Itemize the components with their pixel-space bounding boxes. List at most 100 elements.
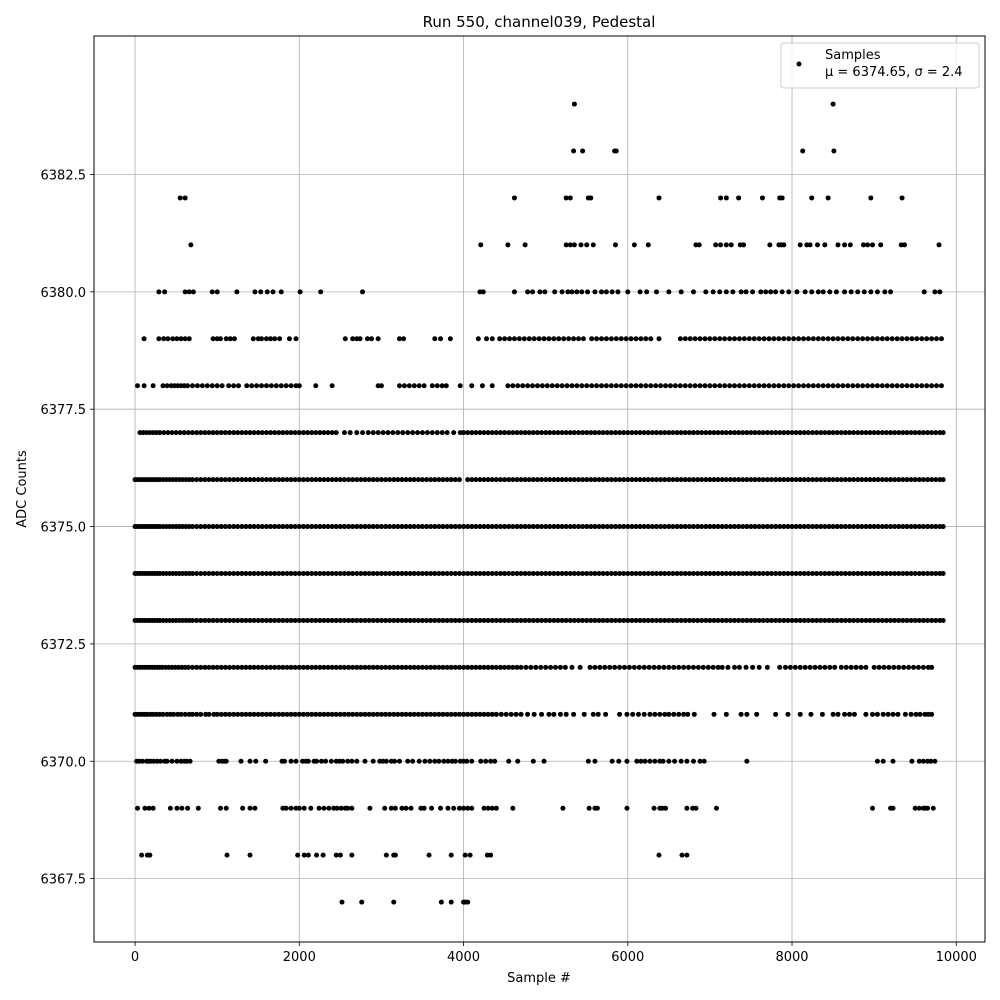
data-point	[909, 758, 915, 764]
data-point	[530, 524, 536, 530]
data-point	[525, 383, 531, 389]
data-point	[465, 711, 471, 717]
data-point	[255, 664, 261, 670]
data-point	[309, 430, 315, 436]
data-point	[834, 524, 840, 530]
data-point	[530, 383, 536, 389]
data-point	[883, 477, 889, 483]
data-point	[222, 664, 228, 670]
data-point	[651, 664, 657, 670]
data-point	[645, 242, 651, 248]
data-point	[448, 617, 454, 623]
data-point	[210, 617, 216, 623]
data-point	[609, 289, 615, 295]
data-point	[432, 336, 438, 342]
data-point	[247, 617, 253, 623]
data-point	[629, 430, 635, 436]
data-point	[916, 430, 922, 436]
data-point	[169, 430, 175, 436]
data-point	[646, 664, 652, 670]
data-point	[276, 524, 282, 530]
data-point	[489, 805, 495, 811]
data-point	[576, 430, 582, 436]
data-point	[746, 336, 752, 342]
data-point	[469, 524, 475, 530]
data-point	[198, 524, 204, 530]
y-tick-label: 6372.5	[41, 638, 87, 653]
data-point	[329, 383, 335, 389]
data-point	[712, 383, 718, 389]
data-point	[936, 242, 942, 248]
x-tick-label: 4000	[447, 950, 480, 965]
data-point	[908, 524, 914, 530]
data-point	[226, 711, 232, 717]
data-point	[756, 570, 762, 576]
data-point	[370, 477, 376, 483]
data-point	[378, 383, 384, 389]
data-point	[592, 617, 598, 623]
data-point	[481, 477, 487, 483]
data-point	[736, 570, 742, 576]
data-point	[506, 758, 512, 764]
data-point	[268, 664, 274, 670]
data-point	[272, 711, 278, 717]
data-point	[268, 617, 274, 623]
data-point	[300, 617, 306, 623]
data-point	[510, 383, 516, 389]
data-point	[785, 711, 791, 717]
data-point	[809, 289, 815, 295]
data-point	[625, 430, 631, 436]
data-point	[259, 430, 265, 436]
data-point	[451, 430, 457, 436]
data-point	[825, 336, 831, 342]
data-point	[736, 430, 742, 436]
data-point	[676, 664, 682, 670]
data-point	[781, 524, 787, 530]
data-point	[309, 524, 315, 530]
data-point	[530, 477, 536, 483]
data-point	[341, 617, 347, 623]
data-point	[642, 758, 648, 764]
data-point	[667, 383, 673, 389]
data-point	[596, 477, 602, 483]
data-point	[571, 711, 577, 717]
data-point	[543, 570, 549, 576]
data-point	[276, 430, 282, 436]
data-point	[478, 242, 484, 248]
data-point	[445, 758, 451, 764]
data-point	[276, 617, 282, 623]
data-point	[547, 570, 553, 576]
data-point	[658, 383, 664, 389]
data-point	[354, 570, 360, 576]
data-point	[485, 477, 491, 483]
data-point	[808, 711, 814, 717]
data-point	[231, 617, 237, 623]
data-point	[617, 524, 623, 530]
data-point	[916, 524, 922, 530]
data-point	[892, 524, 898, 530]
data-point	[314, 758, 320, 764]
data-point	[732, 664, 738, 670]
data-point	[268, 570, 274, 576]
data-point	[253, 758, 259, 764]
data-point	[374, 570, 380, 576]
data-point	[625, 570, 631, 576]
data-point	[422, 758, 428, 764]
data-point	[908, 477, 914, 483]
data-point	[320, 852, 326, 858]
data-point	[461, 805, 467, 811]
data-point	[217, 805, 223, 811]
data-point	[777, 664, 783, 670]
data-point	[329, 524, 335, 530]
data-point	[797, 430, 803, 436]
data-point	[360, 289, 366, 295]
data-point	[296, 664, 302, 670]
data-point	[692, 336, 698, 342]
data-point	[723, 711, 729, 717]
data-point	[771, 383, 777, 389]
data-point	[510, 477, 516, 483]
data-point	[317, 430, 323, 436]
data-point	[594, 336, 600, 342]
data-point	[263, 570, 269, 576]
data-point	[801, 524, 807, 530]
